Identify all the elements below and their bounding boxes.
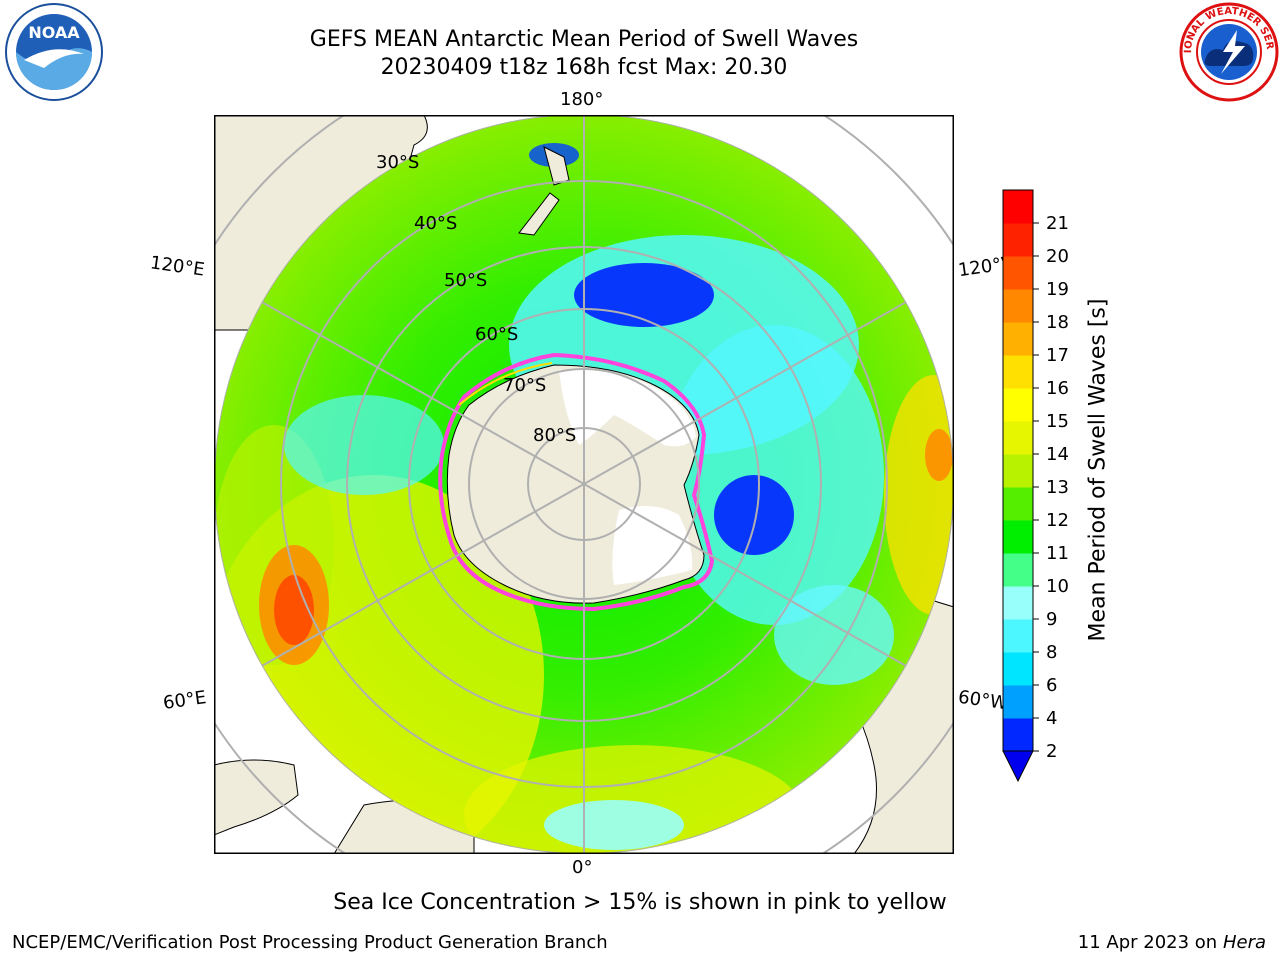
sea-ice-note: Sea Ice Concentration > 15% is shown in …	[333, 890, 947, 915]
colorbar-tick-label: 13	[1046, 477, 1069, 498]
footer-host: Hera	[1222, 932, 1266, 953]
colorbar-tick-label: 17	[1046, 345, 1069, 366]
colorbar-tick-label: 20	[1046, 246, 1069, 267]
lat-label-60s: 60°S	[475, 324, 519, 345]
nws-logo: NATIONAL WEATHER SERVICE	[1178, 2, 1279, 102]
colorbar-segment	[1003, 553, 1033, 587]
ice-shelf-ross	[559, 369, 696, 447]
lat-label-50s: 50°S	[444, 270, 488, 291]
chart-subtitle: 20230409 t18z 168h fcst Max: 20.30	[380, 55, 788, 80]
colorbar-tick-label: 9	[1046, 609, 1057, 630]
colorbar-segment	[1003, 520, 1033, 554]
colorbar-segment	[1003, 355, 1033, 389]
colorbar-tick-label: 15	[1046, 411, 1069, 432]
colorbar-tick-label: 21	[1046, 213, 1069, 234]
colorbar-segment	[1003, 652, 1033, 686]
lon-label-180: 180°	[560, 89, 604, 110]
colorbar-segment	[1003, 388, 1033, 422]
colorbar: 2 4 6 8 9 10 11 12 13 14 15 16 17 18 19 20 21	[1002, 189, 1069, 783]
polar-map	[214, 115, 954, 854]
lat-label-40s: 40°S	[414, 213, 458, 234]
colorbar-segment	[1003, 685, 1033, 719]
new-zealand	[518, 146, 570, 236]
colorbar-tick-label: 10	[1046, 576, 1069, 597]
colorbar-under-arrow	[1002, 750, 1034, 783]
colorbar-segment	[1003, 322, 1033, 356]
colorbar-label: Mean Period of Swell Waves [s]	[1085, 298, 1111, 642]
colorbar-tick-label: 19	[1046, 279, 1069, 300]
graticule	[214, 115, 954, 854]
lon-label-60e: 60°E	[161, 687, 208, 714]
footer-date-text: 11 Apr 2023 on	[1077, 932, 1223, 953]
colorbar-segment	[1003, 619, 1033, 653]
colorbar-segment	[1003, 421, 1033, 455]
colorbar-tick-label: 12	[1046, 510, 1069, 531]
footer-date: 11 Apr 2023 on Hera	[1078, 932, 1266, 953]
colorbar-tick-label: 14	[1046, 444, 1069, 465]
svg-text:NOAA: NOAA	[28, 23, 80, 42]
colorbar-tick-label: 4	[1046, 708, 1057, 729]
colorbar-tick-label: 8	[1046, 642, 1057, 663]
lat-label-30s: 30°S	[376, 152, 420, 173]
chart-title: GEFS MEAN Antarctic Mean Period of Swell…	[309, 27, 859, 52]
colorbar-segment	[1003, 289, 1033, 323]
sea-ice-edge	[438, 352, 715, 612]
colorbar-tick-label: 18	[1046, 312, 1069, 333]
lat-label-80s: 80°S	[533, 425, 577, 446]
colorbar-segment	[1003, 223, 1033, 257]
map-frame-content	[214, 115, 954, 854]
swell-period-field	[214, 115, 954, 854]
ice-shelf-weddell	[612, 506, 693, 585]
footer-credit: NCEP/EMC/Verification Post Processing Pr…	[12, 932, 608, 953]
colorbar-segment	[1003, 454, 1033, 488]
noaa-logo: NOAA	[5, 3, 103, 101]
colorbar-segment	[1003, 256, 1033, 290]
colorbar-segment	[1003, 718, 1033, 752]
lon-label-120e: 120°E	[148, 252, 206, 281]
colorbar-tick-label: 2	[1046, 741, 1057, 762]
lon-label-0: 0°	[572, 857, 593, 878]
colorbar-segment	[1003, 190, 1033, 224]
colorbar-tick-label: 16	[1046, 378, 1069, 399]
colorbar-tick-label: 11	[1046, 543, 1069, 564]
colorbar-segment	[1003, 487, 1033, 521]
lat-label-70s: 70°S	[503, 375, 547, 396]
colorbar-segment	[1003, 586, 1033, 620]
colorbar-tick-label: 6	[1046, 675, 1057, 696]
